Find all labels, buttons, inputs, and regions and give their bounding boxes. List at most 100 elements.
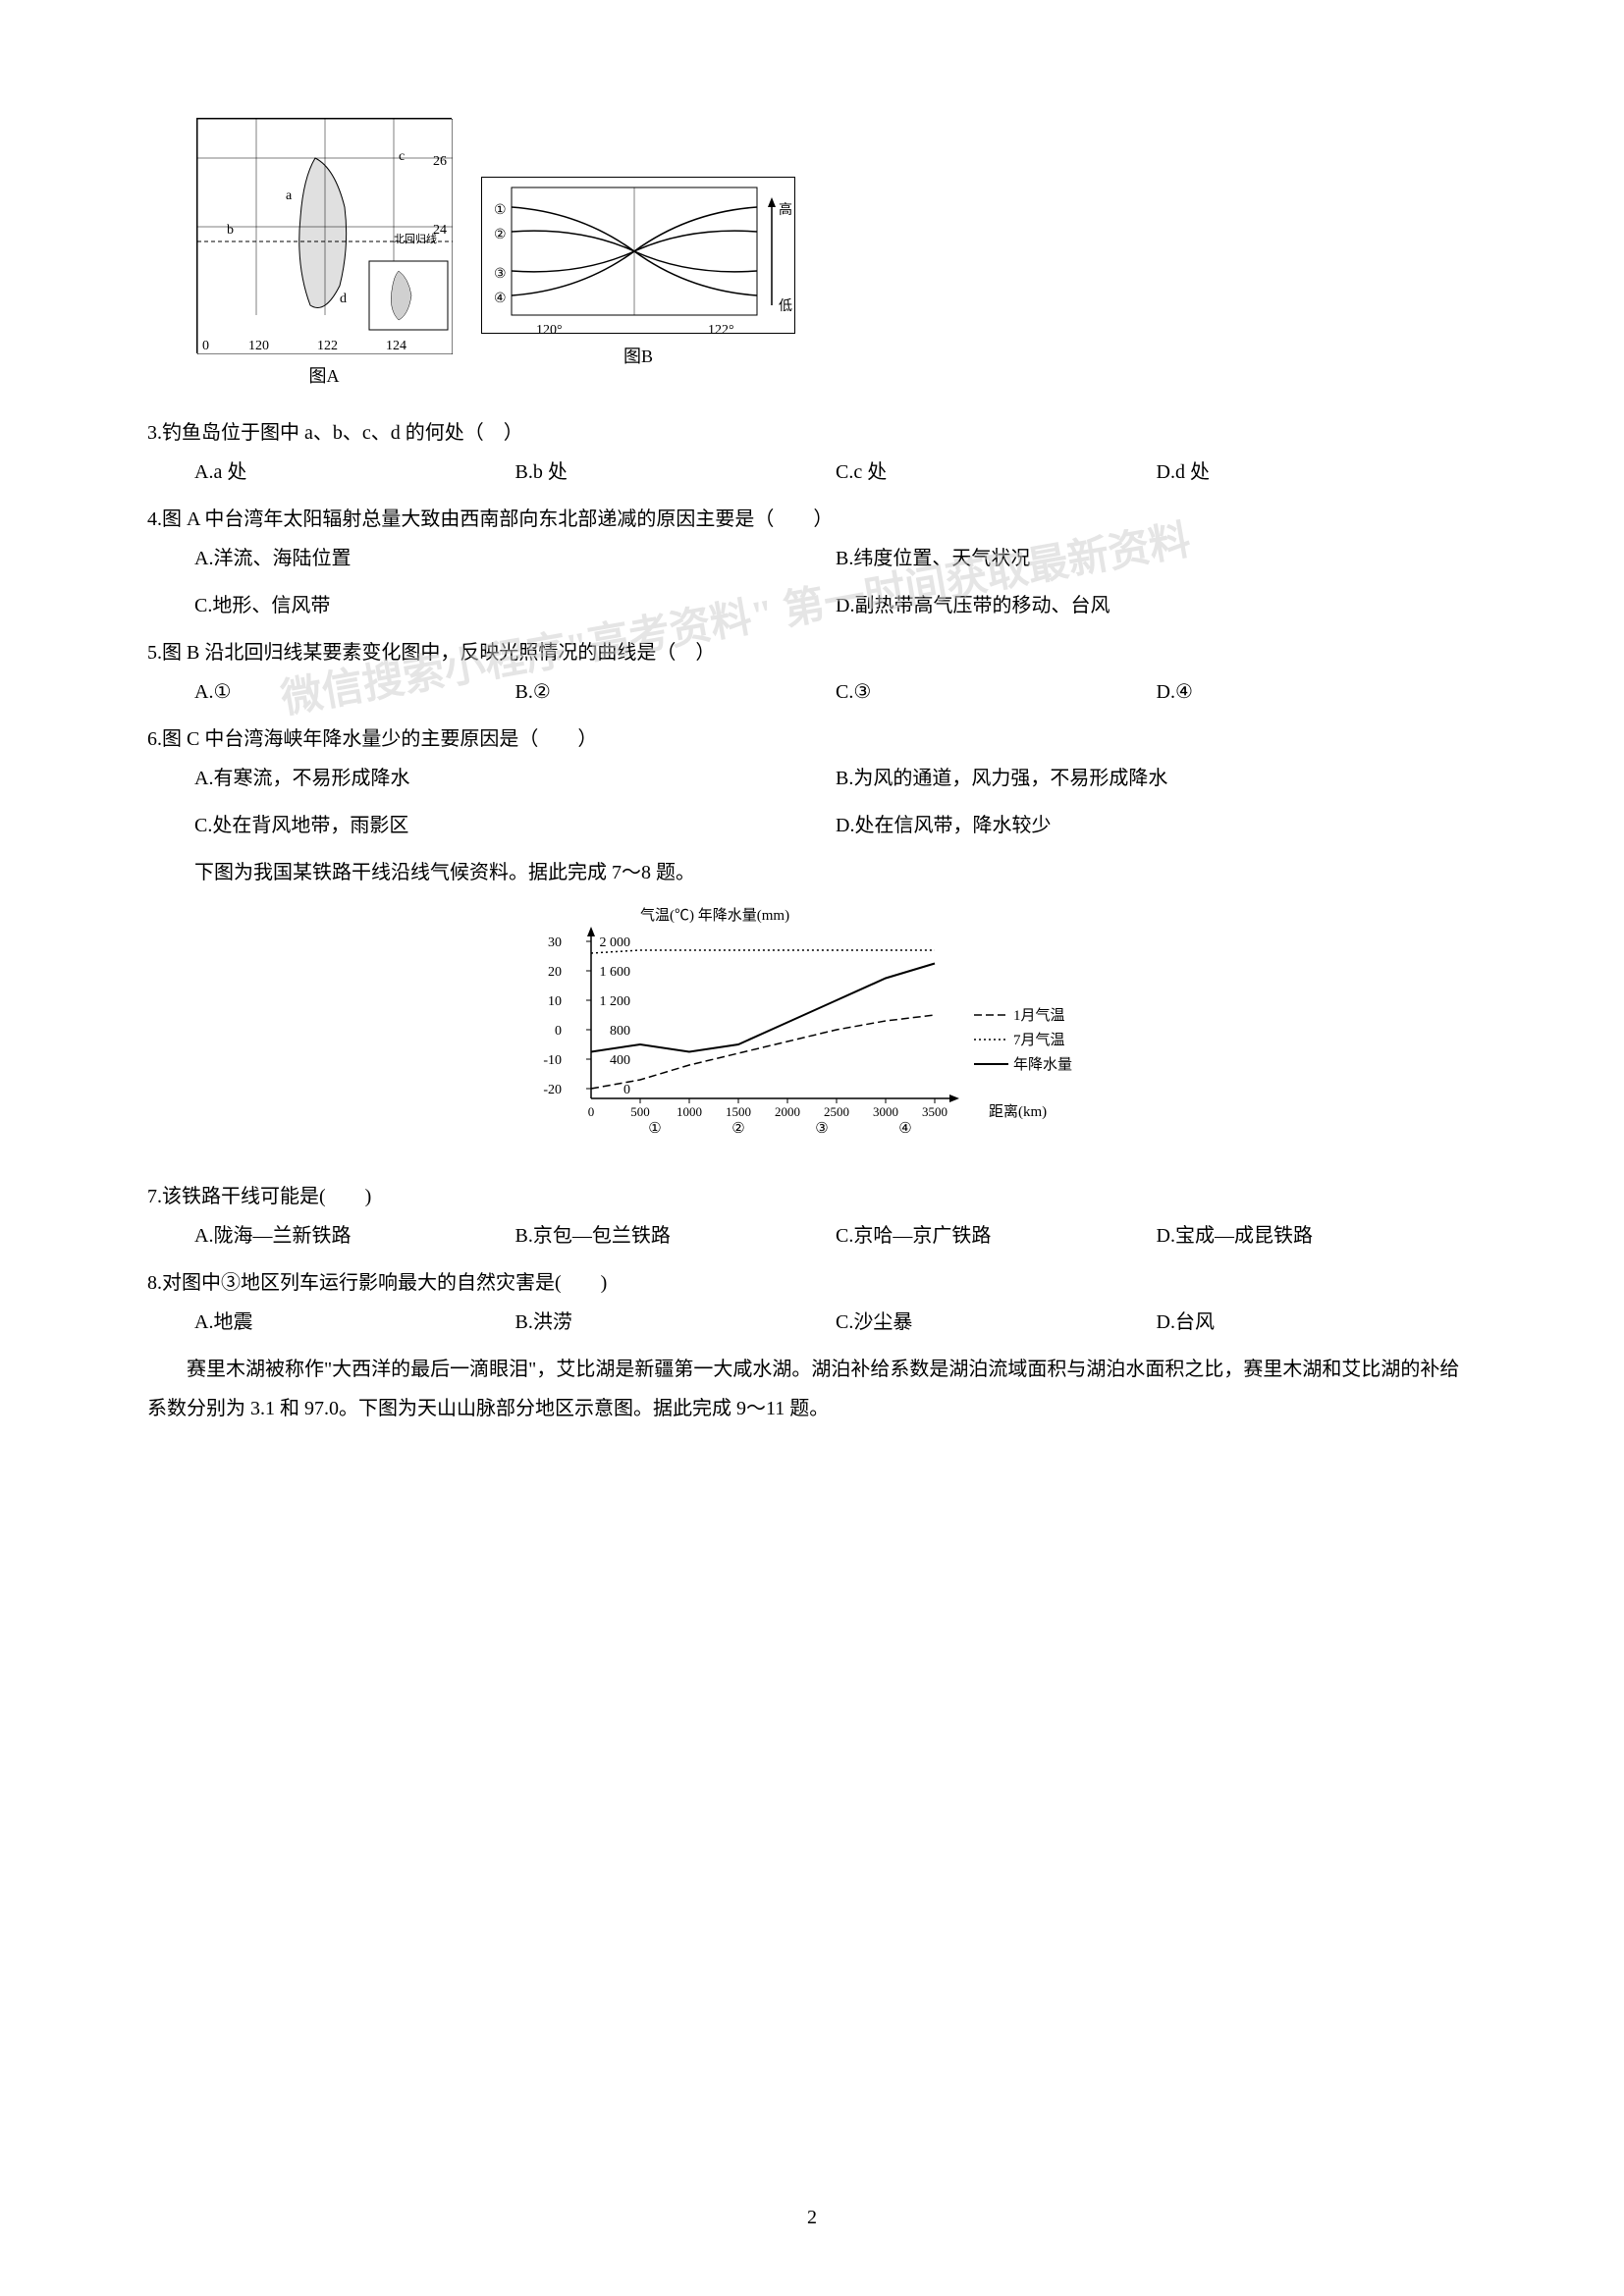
svg-text:1 600: 1 600 bbox=[600, 965, 631, 980]
svg-text:2500: 2500 bbox=[824, 1104, 849, 1119]
question-6: 6.图 C 中台湾海峡年降水量少的主要原因是（ ） A.有寒流，不易形成降水 B… bbox=[147, 720, 1477, 845]
chart-intro: 下图为我国某铁路干线沿线气候资料。据此完成 7～8 题。 bbox=[194, 853, 1477, 892]
q8-opt-d: D.台风 bbox=[1157, 1303, 1478, 1342]
figure-b-chart: ① ② ③ ④ 120° 122° 高 低 bbox=[481, 177, 795, 334]
q3-opt-b: B.b 处 bbox=[515, 453, 837, 492]
svg-text:30: 30 bbox=[548, 935, 562, 950]
q3-options: A.a 处 B.b 处 C.c 处 D.d 处 bbox=[194, 453, 1477, 492]
svg-text:距离(km): 距离(km) bbox=[989, 1103, 1047, 1120]
svg-text:1 200: 1 200 bbox=[600, 994, 631, 1009]
q5-opt-a: A.① bbox=[194, 672, 515, 712]
figure-b-label: 图B bbox=[623, 339, 653, 374]
q5-options: A.① B.② C.③ D.④ bbox=[194, 672, 1477, 712]
svg-text:2000: 2000 bbox=[775, 1104, 800, 1119]
q4-opt-a: A.洋流、海陆位置 bbox=[194, 539, 836, 578]
lake-paragraph: 赛里木湖被称作"大西洋的最后一滴眼泪"，艾比湖是新疆第一大咸水湖。湖泊补给系数是… bbox=[147, 1350, 1477, 1428]
question-4: 4.图 A 中台湾年太阳辐射总量大致由西南部向东北部递减的原因主要是（ ） A.… bbox=[147, 500, 1477, 625]
svg-text:-20: -20 bbox=[543, 1083, 562, 1097]
q7-opt-c: C.京哈—京广铁路 bbox=[836, 1216, 1157, 1255]
svg-text:①: ① bbox=[648, 1121, 661, 1137]
svg-text:③: ③ bbox=[815, 1121, 828, 1137]
fig-b-low: 低 bbox=[779, 294, 792, 321]
q5-text: 5.图 B 沿北回归线某要素变化图中，反映光照情况的曲线是（ ） bbox=[147, 633, 1477, 672]
q6-opt-a: A.有寒流，不易形成降水 bbox=[194, 759, 836, 798]
svg-text:2 000: 2 000 bbox=[600, 935, 631, 950]
figure-a-label: 图A bbox=[309, 358, 340, 394]
fig-b-y2: ② bbox=[494, 222, 507, 249]
question-3: 3.钓鱼岛位于图中 a、b、c、d 的何处（ ） A.a 处 B.b 处 C.c… bbox=[147, 413, 1477, 492]
question-7: 7.该铁路干线可能是( ) A.陇海—兰新铁路 B.京包—包兰铁路 C.京哈—京… bbox=[147, 1177, 1477, 1255]
q4-opt-b: B.纬度位置、天气状况 bbox=[836, 539, 1477, 578]
svg-text:500: 500 bbox=[630, 1104, 650, 1119]
q5-opt-d: D.④ bbox=[1157, 672, 1478, 712]
q3-text: 3.钓鱼岛位于图中 a、b、c、d 的何处（ ） bbox=[147, 413, 1477, 453]
svg-text:年降水量: 年降水量 bbox=[1013, 1056, 1072, 1073]
q8-options: A.地震 B.洪涝 C.沙尘暴 D.台风 bbox=[194, 1303, 1477, 1342]
svg-text:3500: 3500 bbox=[922, 1104, 947, 1119]
figures-row: a b c d 26 24 120 122 124 北回归线 0 图A bbox=[196, 118, 1477, 394]
svg-text:400: 400 bbox=[610, 1053, 630, 1068]
question-8: 8.对图中③地区列车运行影响最大的自然灾害是( ) A.地震 B.洪涝 C.沙尘… bbox=[147, 1263, 1477, 1342]
lon-120: 120 bbox=[248, 333, 269, 360]
page-number: 2 bbox=[807, 2198, 817, 2237]
fig-b-x2: 122° bbox=[708, 317, 734, 345]
fig-b-high: 高 bbox=[779, 197, 792, 225]
figure-b-box: ① ② ③ ④ 120° 122° 高 低 图B bbox=[481, 118, 795, 394]
lat-26: 26 bbox=[433, 148, 447, 176]
svg-text:-10: -10 bbox=[543, 1053, 562, 1068]
svg-text:1500: 1500 bbox=[726, 1104, 751, 1119]
svg-text:1000: 1000 bbox=[677, 1104, 702, 1119]
q8-opt-b: B.洪涝 bbox=[515, 1303, 837, 1342]
svg-text:0: 0 bbox=[555, 1024, 562, 1039]
q3-opt-c: C.c 处 bbox=[836, 453, 1157, 492]
q8-opt-c: C.沙尘暴 bbox=[836, 1303, 1157, 1342]
q6-opt-c: C.处在背风地带，雨影区 bbox=[194, 806, 836, 845]
marker-a: a bbox=[286, 183, 292, 210]
q6-opt-d: D.处在信风带，降水较少 bbox=[836, 806, 1477, 845]
marker-b: b bbox=[227, 217, 234, 244]
q3-opt-d: D.d 处 bbox=[1157, 453, 1478, 492]
q5-opt-c: C.③ bbox=[836, 672, 1157, 712]
q4-options-2: C.地形、信风带 D.副热带高气压带的移动、台风 bbox=[194, 586, 1477, 625]
svg-text:1月气温: 1月气温 bbox=[1013, 1007, 1065, 1024]
q8-text: 8.对图中③地区列车运行影响最大的自然灾害是( ) bbox=[147, 1263, 1477, 1303]
q7-options: A.陇海—兰新铁路 B.京包—包兰铁路 C.京哈—京广铁路 D.宝成—成昆铁路 bbox=[194, 1216, 1477, 1255]
svg-text:20: 20 bbox=[548, 965, 562, 980]
scale-zero: 0 bbox=[202, 333, 209, 360]
fig-b-y3: ③ bbox=[494, 261, 507, 289]
question-5: 5.图 B 沿北回归线某要素变化图中，反映光照情况的曲线是（ ） A.① B.②… bbox=[147, 633, 1477, 712]
q6-opt-b: B.为风的通道，风力强，不易形成降水 bbox=[836, 759, 1477, 798]
q4-text: 4.图 A 中台湾年太阳辐射总量大致由西南部向东北部递减的原因主要是（ ） bbox=[147, 500, 1477, 539]
svg-text:0: 0 bbox=[623, 1083, 630, 1097]
svg-text:②: ② bbox=[731, 1121, 744, 1137]
q6-options-2: C.处在背风地带，雨影区 D.处在信风带，降水较少 bbox=[194, 806, 1477, 845]
lon-122: 122 bbox=[317, 333, 338, 360]
fig-b-x1: 120° bbox=[536, 317, 563, 345]
svg-text:3000: 3000 bbox=[873, 1104, 898, 1119]
q4-opt-d: D.副热带高气压带的移动、台风 bbox=[836, 586, 1477, 625]
figure-a-map: a b c d 26 24 120 122 124 北回归线 0 bbox=[196, 118, 452, 353]
q3-opt-a: A.a 处 bbox=[194, 453, 515, 492]
q8-opt-a: A.地震 bbox=[194, 1303, 515, 1342]
q7-opt-d: D.宝成—成昆铁路 bbox=[1157, 1216, 1478, 1255]
chart-title: 气温(℃) 年降水量(mm) bbox=[640, 907, 789, 924]
q6-options-1: A.有寒流，不易形成降水 B.为风的通道，风力强，不易形成降水 bbox=[194, 759, 1477, 798]
q4-opt-c: C.地形、信风带 bbox=[194, 586, 836, 625]
tropic-label: 北回归线 bbox=[394, 229, 437, 250]
climate-chart: 气温(℃) 年降水量(mm) 30 20 10 0 -10 -20 2 000 … bbox=[493, 902, 1131, 1157]
q6-text: 6.图 C 中台湾海峡年降水量少的主要原因是（ ） bbox=[147, 720, 1477, 759]
fig-b-y4: ④ bbox=[494, 286, 507, 313]
q5-opt-b: B.② bbox=[515, 672, 837, 712]
svg-text:800: 800 bbox=[610, 1024, 630, 1039]
q7-opt-b: B.京包—包兰铁路 bbox=[515, 1216, 837, 1255]
svg-text:10: 10 bbox=[548, 994, 562, 1009]
q4-options-1: A.洋流、海陆位置 B.纬度位置、天气状况 bbox=[194, 539, 1477, 578]
marker-d: d bbox=[340, 286, 347, 313]
fig-b-y1: ① bbox=[494, 197, 507, 225]
marker-c: c bbox=[399, 143, 405, 171]
lon-124: 124 bbox=[386, 333, 406, 360]
svg-text:④: ④ bbox=[898, 1121, 911, 1137]
svg-text:7月气温: 7月气温 bbox=[1013, 1032, 1065, 1048]
svg-text:0: 0 bbox=[588, 1104, 595, 1119]
figure-a-box: a b c d 26 24 120 122 124 北回归线 0 图A bbox=[196, 118, 452, 394]
